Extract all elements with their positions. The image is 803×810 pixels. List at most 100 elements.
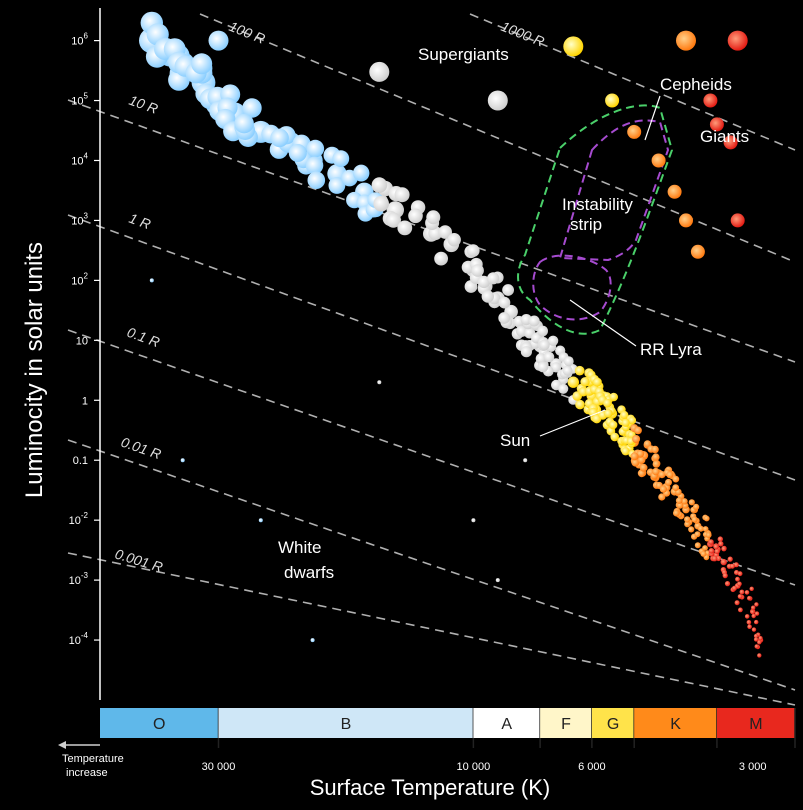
y-tick-label: 10-4 [69, 631, 89, 647]
radius-line [199, 13, 796, 263]
star-point [608, 420, 618, 430]
star-point [720, 558, 727, 566]
star-point [520, 346, 533, 358]
star-point [675, 497, 683, 504]
star-point [738, 607, 743, 613]
star-point [620, 410, 629, 420]
star-point [575, 399, 585, 410]
star-point [574, 365, 585, 376]
star-point [690, 244, 705, 259]
spectral-class-segment [540, 708, 592, 738]
star-point [722, 573, 728, 579]
star-point [727, 556, 733, 562]
temperature-increase-label: increase [66, 767, 108, 779]
star-point [729, 563, 735, 569]
star-point [242, 98, 262, 118]
star-point [754, 644, 759, 649]
star-point [672, 475, 680, 483]
star-point [751, 613, 756, 619]
star-point [679, 213, 693, 228]
star-point [744, 614, 750, 619]
star-point [495, 578, 500, 583]
star-point [708, 548, 715, 554]
spectral-class-segment [716, 708, 795, 738]
star-point [605, 93, 620, 108]
spectral-class-segment [100, 708, 219, 738]
star-point [737, 581, 742, 587]
star-point [369, 61, 390, 82]
star-point [558, 383, 569, 394]
star-point [609, 392, 618, 402]
star-point [694, 531, 701, 538]
radius-line [67, 99, 796, 363]
star-point [721, 546, 727, 552]
star-point [498, 296, 511, 309]
star-points [139, 11, 764, 658]
temperature-increase-label: Temperature [62, 753, 124, 765]
star-point [667, 184, 682, 199]
star-point [332, 150, 350, 168]
star-point [754, 619, 759, 625]
region-label: Sun [500, 431, 530, 450]
star-point [739, 589, 745, 595]
star-point [684, 520, 691, 528]
star-point [733, 562, 739, 568]
star-point [610, 432, 619, 442]
y-axis-label: Luminocity in solar units [21, 242, 48, 498]
star-point [730, 213, 745, 228]
star-point [466, 244, 480, 257]
star-point [717, 536, 723, 542]
star-point [180, 458, 185, 463]
radius-line [67, 329, 796, 586]
star-point [652, 467, 660, 476]
star-point [270, 128, 289, 148]
y-tick-label: 1 [82, 395, 88, 407]
region-label: Cepheids [660, 75, 732, 94]
star-point [700, 550, 707, 557]
star-point [652, 460, 660, 468]
spectral-class-segment [634, 708, 717, 738]
axes: 1061051041031021010.110-210-310-4Luminoc… [21, 8, 766, 800]
star-point [708, 539, 714, 545]
star-point [487, 90, 508, 111]
star-point [714, 548, 720, 555]
arrow-head-icon [58, 741, 66, 749]
star-point [353, 164, 370, 181]
spectral-class-label: F [561, 716, 571, 733]
star-point [666, 471, 674, 479]
star-point [535, 353, 547, 364]
radius-line-label: 1 R [127, 210, 153, 232]
star-point [658, 493, 666, 501]
y-tick-label: 10-3 [69, 571, 89, 587]
star-point [724, 581, 731, 587]
x-tick-label: 10 000 [457, 761, 491, 773]
star-point [723, 135, 738, 150]
star-point [754, 602, 759, 607]
star-point [328, 177, 346, 194]
star-point [371, 177, 388, 193]
star-point [688, 499, 695, 506]
cepheids-outline [558, 119, 670, 262]
y-tick-label: 104 [71, 151, 88, 167]
star-point [727, 30, 748, 51]
star-point [471, 518, 476, 523]
star-point [481, 290, 494, 303]
star-point [603, 409, 613, 418]
star-point [747, 595, 752, 601]
region-label: Giants [700, 127, 749, 146]
star-point [258, 518, 263, 523]
star-point [703, 93, 718, 108]
star-point [735, 576, 740, 582]
star-point [306, 139, 325, 158]
instability-strip-label: Instability [562, 195, 633, 214]
sun-pointer [539, 409, 606, 437]
star-point [659, 485, 668, 493]
star-point [697, 525, 704, 532]
star-point [627, 124, 642, 139]
star-point [562, 365, 573, 376]
star-point [754, 611, 760, 616]
star-point [639, 463, 648, 472]
star-point [711, 555, 718, 562]
